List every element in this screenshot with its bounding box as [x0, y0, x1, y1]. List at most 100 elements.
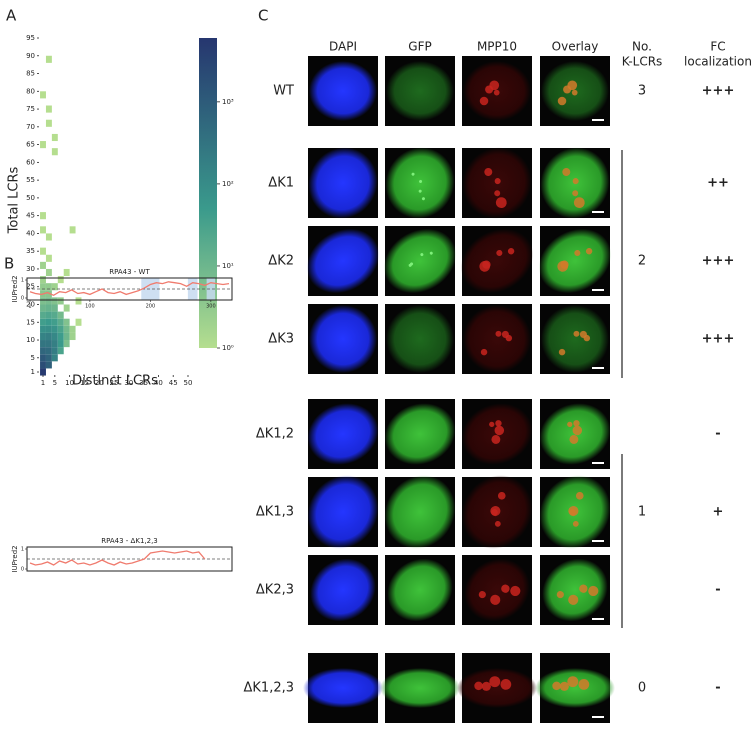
nucleus [539, 403, 611, 465]
nucleolus [478, 591, 486, 599]
micrograph [307, 399, 379, 469]
heatmap-cell [40, 283, 46, 291]
heatmap-cell [57, 276, 64, 284]
heatmap-cell [45, 283, 52, 291]
plot-frame [26, 277, 233, 301]
fc-localization: + [713, 505, 724, 520]
gfp-focus [410, 262, 414, 266]
nucleus-body [541, 305, 609, 373]
micrograph [384, 399, 456, 469]
heatmap-cell [45, 318, 52, 326]
fc-localization: +++ [702, 84, 735, 99]
heatmap-cell [40, 276, 46, 284]
heatmap-cell [45, 354, 52, 362]
fc-localization: - [715, 427, 720, 442]
heatmap-cell [51, 332, 58, 341]
x-tick-label: 1 [41, 379, 45, 387]
x-tick-label: 5 [53, 379, 57, 387]
nucleolus [572, 520, 579, 527]
micrograph [462, 555, 532, 625]
nucleus-body [538, 228, 612, 294]
scale-bar [592, 540, 604, 542]
heatmap-cell [40, 311, 46, 319]
heatmap-cell [57, 325, 64, 333]
nucleus-body [386, 305, 454, 373]
micrograph [307, 475, 379, 549]
row-label: ΔK1,3 [256, 505, 294, 520]
nucleus [380, 668, 460, 708]
heatmap-cell [51, 354, 58, 362]
heatmap-cell [40, 141, 46, 149]
nucleus [463, 305, 531, 373]
heatmap-cell [45, 325, 52, 333]
column-header: MPP10 [477, 40, 517, 54]
y-tick-label: 0 [21, 296, 24, 302]
column-header: Overlay [552, 40, 599, 54]
nucleus-body [460, 228, 534, 294]
y-tick-label: 40 [26, 229, 35, 237]
nucleus [535, 668, 615, 708]
micrograph [303, 653, 383, 723]
gfp-focus [421, 197, 425, 201]
heatmap-cell [51, 133, 58, 142]
row-label: ΔK3 [268, 332, 294, 347]
nucleolus [552, 681, 561, 691]
micrograph [462, 304, 532, 374]
micrograph [461, 475, 533, 549]
plot-title: RPA43 - ΔK1,2,3 [101, 537, 158, 545]
nucleolus [507, 248, 515, 255]
nucleus-body [463, 305, 531, 373]
y-tick-label: 80 [26, 87, 35, 95]
heatmap-cell [57, 347, 64, 355]
heatmap-cell [40, 332, 46, 341]
nucleolus [571, 89, 578, 96]
x-tick-label: 100 [85, 304, 95, 310]
fc-localization: +++ [702, 254, 735, 269]
k-lcr-count: 1 [638, 505, 646, 520]
heatmap-cell [51, 347, 58, 355]
nucleolus [579, 584, 588, 593]
nucleolus [490, 594, 501, 605]
heatmap-cell [45, 361, 52, 369]
heatmap-cell [57, 340, 64, 348]
heatmap-cell [40, 226, 46, 234]
y-tick-label: 65 [26, 141, 35, 149]
nucleus-body [307, 475, 379, 549]
nucleus-body [384, 475, 456, 549]
micrograph [384, 475, 456, 549]
nucleus-body [310, 558, 376, 622]
micrograph [385, 147, 455, 219]
scale-bar [592, 716, 604, 718]
y-tick-label: 55 [26, 176, 35, 184]
nucleolus [572, 190, 579, 197]
nucleus-body [457, 668, 537, 708]
x-tick-label: 25 [110, 379, 119, 387]
micrograph [462, 56, 532, 126]
nucleus-body [306, 228, 380, 294]
nucleus [538, 228, 612, 294]
micrograph [457, 653, 537, 723]
gfp-focus [429, 251, 433, 255]
y-tick-label: 75 [26, 105, 35, 113]
nucleolus [557, 96, 567, 106]
x-tick-label: 300 [206, 304, 216, 310]
plot-frame [26, 546, 233, 572]
scale-bar [592, 119, 604, 121]
panel-letter: A [6, 7, 17, 25]
heatmap-cell [40, 340, 46, 348]
heatmap-cell [40, 354, 46, 362]
disorder-line [29, 281, 230, 297]
k-lcr-count: 3 [638, 84, 646, 99]
micrograph [385, 56, 455, 126]
nucleolus [493, 89, 500, 96]
y-tick-label: 15 [26, 318, 35, 326]
heatmap-cell [45, 311, 52, 319]
nucleolus [575, 491, 584, 500]
nucleus [457, 668, 537, 708]
colorbar-tick-label: 10¹ [222, 262, 234, 270]
y-tick-label: 95 [26, 34, 35, 42]
scale-bar [592, 462, 604, 464]
column-header: K-LCRs [622, 55, 663, 69]
micrograph [539, 399, 611, 469]
scale-bar [592, 618, 604, 620]
